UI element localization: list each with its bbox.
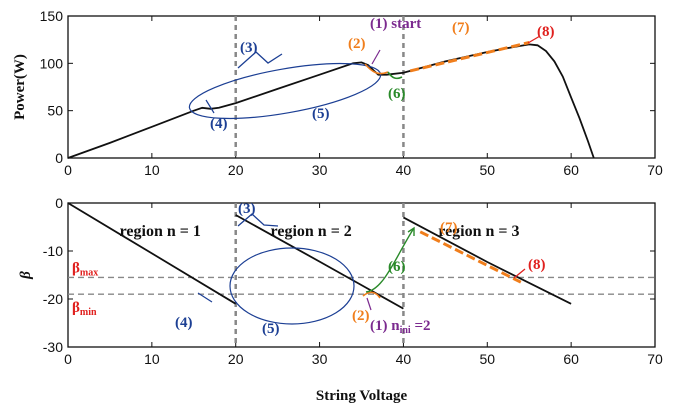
beta-max-label: βmax — [72, 260, 98, 278]
beta-annotation-4: (4) — [175, 315, 193, 331]
beta-axes: 0 10 20 30 40 50 60 70 0 -10 -20 -30 — [43, 195, 663, 367]
region-label-2: region n = 2 — [271, 223, 352, 240]
power-annotation-4: (4) — [210, 116, 228, 132]
power-ytick-label: 0 — [55, 150, 63, 166]
beta-xtick-label: 10 — [144, 351, 160, 367]
bracket-3-bottom — [237, 213, 279, 227]
beta-annotation-1: (1) nini =2 — [370, 318, 431, 336]
power-annotation-8: (8) — [537, 24, 555, 40]
pointer-4-top — [205, 99, 215, 114]
power-xtick-label: 10 — [144, 162, 160, 178]
region-label-1: region n = 1 — [120, 223, 201, 240]
beta-segment-1 — [67, 202, 237, 305]
beta-xtick-label: 40 — [396, 351, 412, 367]
beta-annotation-3: (3) — [238, 201, 256, 217]
power-annotation-3: (3) — [240, 40, 258, 56]
move-6-bottom — [365, 227, 415, 293]
power-annotation-6: (6) — [388, 86, 406, 102]
power-xtick-label: 70 — [647, 162, 663, 178]
power-annotation-2: (2) — [348, 36, 366, 52]
move-2-bottom — [362, 291, 381, 299]
power-xtick-label: 0 — [64, 162, 72, 178]
power-xtick-label: 50 — [479, 162, 495, 178]
beta-segment-3 — [402, 216, 572, 305]
pointer-8-bottom — [513, 268, 526, 279]
pointer-8-top — [527, 35, 541, 44]
power-xtick-label: 40 — [396, 162, 412, 178]
beta-annotation-2: (2) — [352, 308, 370, 324]
beta-xtick-label: 20 — [228, 351, 244, 367]
beta-min-label: βmin — [72, 300, 97, 318]
beta-annotation-7: (7) — [440, 220, 458, 236]
pointer-4-bottom — [197, 292, 213, 303]
move-6-arrowhead — [407, 226, 415, 236]
pointer-1-top — [371, 49, 381, 65]
power-frame — [67, 15, 656, 159]
beta-ytick-label: -20 — [43, 291, 63, 307]
power-axes: 0 10 20 30 40 50 60 70 0 50 100 150 — [40, 8, 663, 178]
beta-ytick-label: 0 — [55, 195, 63, 211]
beta-ytick-label: -30 — [43, 339, 63, 355]
power-curve — [67, 43, 595, 159]
power-ylabel: Power(W) — [12, 54, 28, 120]
beta-frame — [67, 202, 656, 348]
power-ytick-label: 50 — [47, 103, 63, 119]
pointer-1-bottom — [366, 297, 372, 311]
beta-xtick-label: 60 — [563, 351, 579, 367]
beta-annotation-8: (8) — [528, 257, 546, 273]
move-6-top — [387, 71, 403, 80]
beta-ytick-label: -10 — [43, 243, 63, 259]
move-7-top — [409, 41, 530, 73]
beta-xtick-label: 0 — [64, 351, 72, 367]
move-7-bottom — [419, 230, 522, 284]
beta-xtick-label: 50 — [479, 351, 495, 367]
power-ytick-label: 150 — [40, 8, 64, 24]
power-annotation-7: (7) — [452, 20, 470, 36]
bracket-3-top — [237, 51, 283, 69]
beta-annotation-5: (5) — [262, 321, 280, 337]
power-xtick-label: 20 — [228, 162, 244, 178]
beta-annotation-6: (6) — [388, 259, 406, 275]
voltage-xlabel: String Voltage — [316, 388, 408, 404]
region-label-3: region n = 3 — [438, 223, 519, 240]
beta-xtick-label: 70 — [647, 351, 663, 367]
power-annotation-1: (1) start — [370, 16, 421, 32]
beta-xtick-label: 30 — [312, 351, 328, 367]
power-ytick-label: 100 — [40, 55, 64, 71]
power-xtick-label: 60 — [563, 162, 579, 178]
beta-ylabel: β — [18, 271, 34, 280]
move-2-top — [364, 63, 389, 75]
power-xtick-label: 30 — [312, 162, 328, 178]
search-ellipse-bottom — [229, 247, 355, 325]
power-annotation-5: (5) — [312, 106, 330, 122]
